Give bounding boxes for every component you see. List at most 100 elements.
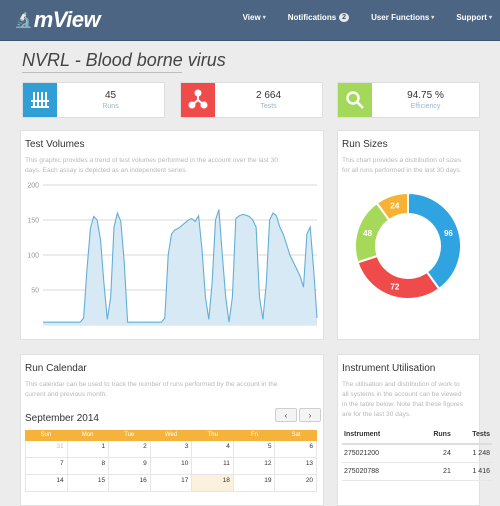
description-line: for all runs performed in the last 30 da…: [342, 167, 462, 174]
calendar-day[interactable]: 13: [275, 458, 318, 475]
chevron-down-icon: ▾: [262, 15, 266, 21]
instrument-table: Instrument Runs Tests 275021200 24 1 248…: [342, 428, 492, 481]
weekday-thu: Thu: [207, 432, 218, 438]
nav-view-label: View: [242, 13, 261, 22]
calendar-day[interactable]: 17: [150, 475, 193, 492]
nav-notifications[interactable]: Notifications 2: [287, 13, 350, 22]
calendar-day[interactable]: 6: [275, 441, 318, 458]
description-line: days. Each assay is depicted as an indep…: [25, 167, 188, 174]
weekday-tue: Tue: [124, 432, 135, 438]
calendar-day[interactable]: 4: [192, 441, 234, 458]
nav-user-functions[interactable]: User Functions ▾: [371, 13, 434, 22]
calendar-day[interactable]: 8: [67, 458, 110, 475]
main-nav: View ▾ Notifications 2 User Functions ▾ Sup…: [221, 13, 492, 22]
calendar-day[interactable]: 15: [67, 475, 110, 492]
instrument-utilisation-panel: Instrument Utilisation The utilisation a…: [337, 354, 492, 506]
table-row[interactable]: 275021200 24 1 248: [342, 444, 492, 463]
series-line: [43, 209, 318, 323]
stat-tests-value: 2 664: [255, 90, 282, 101]
nav-notifications-label: Notifications: [287, 13, 337, 22]
nav-support-label: Support: [456, 13, 487, 22]
instrument-id: 275021200: [342, 444, 415, 463]
weekday-sun: Sun: [40, 432, 52, 438]
run-sizes-panel: Run Sizes This chart provides a distribu…: [337, 130, 480, 340]
test-tubes-icon: [23, 83, 57, 117]
test-volumes-panel: Test Volumes This graphic provides a tre…: [20, 130, 324, 340]
calendar-day[interactable]: 19: [233, 475, 276, 492]
calendar-week-row: 14 15 16 17 18 19 20: [25, 475, 318, 492]
run-calendar-title: Run Calendar: [25, 363, 87, 374]
y-tick-label: 200: [27, 183, 39, 190]
biohazard-icon: [181, 83, 215, 117]
stat-card-efficiency[interactable]: 94.75 % Efficiency: [337, 82, 480, 118]
slice-label: 24: [390, 202, 399, 211]
calendar-day[interactable]: 3: [150, 441, 193, 458]
calendar-day[interactable]: 7: [25, 458, 68, 475]
nav-view[interactable]: View ▾: [243, 13, 266, 22]
chevron-down-icon: ▾: [488, 15, 492, 21]
description-line: are for the last 30 days.: [342, 411, 411, 418]
column-header-tests[interactable]: Tests: [452, 428, 492, 445]
series-area: [43, 209, 317, 325]
run-sizes-title: Run Sizes: [342, 139, 388, 150]
run-sizes-donut-chart: 96 72 48 24: [354, 191, 462, 300]
top-navbar: 🔬 mView View ▾ Notifications 2 User Functi…: [0, 0, 500, 41]
calendar-day[interactable]: 11: [192, 458, 234, 475]
y-tick-label: 50: [31, 288, 39, 295]
brand[interactable]: 🔬 mView: [14, 7, 101, 33]
calendar-prev-button[interactable]: ‹: [275, 408, 297, 422]
calendar-day[interactable]: 12: [233, 458, 276, 475]
run-calendar-panel: Run Calendar This calendar can be used t…: [20, 354, 324, 506]
calendar-day[interactable]: 16: [109, 475, 151, 492]
y-tick-label: 150: [27, 218, 39, 225]
calendar-day[interactable]: 14: [25, 475, 68, 492]
stat-efficiency-label: Efficiency: [410, 103, 441, 110]
calendar-day[interactable]: 20: [275, 475, 318, 492]
slice-label: 48: [363, 229, 372, 238]
y-tick-label: 100: [27, 253, 39, 260]
calendar-next-button[interactable]: ›: [299, 408, 321, 422]
calendar-day[interactable]: 5: [233, 441, 276, 458]
calendar-day[interactable]: 31: [25, 441, 68, 458]
pie-slice[interactable]: [356, 254, 441, 300]
weekday-sat: Sat: [291, 432, 301, 438]
calendar-week-row: 31 1 2 3 4 5 6: [25, 441, 318, 458]
weekday-wed: Wed: [164, 432, 178, 438]
nav-support[interactable]: Support ▾: [456, 13, 492, 22]
description-line: This graphic provides a trend of test vo…: [25, 157, 278, 164]
calendar-day[interactable]: 10: [150, 458, 193, 475]
slice-label: 72: [390, 282, 399, 291]
column-header-runs[interactable]: Runs: [414, 428, 453, 445]
weekday-fri: Fri: [250, 432, 258, 438]
magnifier-icon: [338, 83, 372, 117]
instrument-utilisation-description: The utilisation and distribution of work…: [342, 380, 463, 420]
test-volumes-title: Test Volumes: [25, 139, 85, 150]
test-volumes-description: This graphic provides a trend of test vo…: [25, 156, 278, 176]
stat-tests-label: Tests: [260, 103, 277, 110]
title-divider: [22, 72, 182, 73]
pie-slice[interactable]: [375, 191, 409, 222]
instrument-tests: 1 248: [452, 444, 492, 463]
stat-card-tests[interactable]: 2 664 Tests: [180, 82, 323, 118]
description-line: in the table below. Note that these figu…: [342, 401, 463, 408]
pie-slice[interactable]: [407, 191, 462, 291]
calendar-day[interactable]: 1: [67, 441, 110, 458]
slice-label: 96: [444, 229, 453, 238]
stat-card-runs[interactable]: 45 Runs: [22, 82, 165, 118]
calendar-day[interactable]: 9: [109, 458, 151, 475]
calendar-day[interactable]: 2: [109, 441, 151, 458]
description-line: current and previous month.: [25, 391, 108, 398]
run-calendar-description: This calendar can be used to track the n…: [25, 380, 278, 400]
column-header-instrument[interactable]: Instrument: [342, 428, 415, 445]
description-line: The utilisation and distribution of work…: [342, 381, 460, 388]
calendar-day-today[interactable]: 18: [192, 475, 234, 492]
table-row[interactable]: 275020788 21 1 416: [342, 462, 492, 481]
calendar-month: September 2014: [25, 413, 99, 424]
description-line: all systems in the account can be viewed: [342, 391, 462, 398]
instrument-runs: 24: [414, 444, 453, 463]
instrument-runs: 21: [414, 462, 453, 481]
instrument-id: 275020788: [342, 462, 415, 481]
page-title: NVRL - Blood borne virus: [22, 50, 226, 70]
stat-runs-value: 45: [104, 90, 117, 101]
table-header-row: Instrument Runs Tests: [342, 428, 492, 445]
